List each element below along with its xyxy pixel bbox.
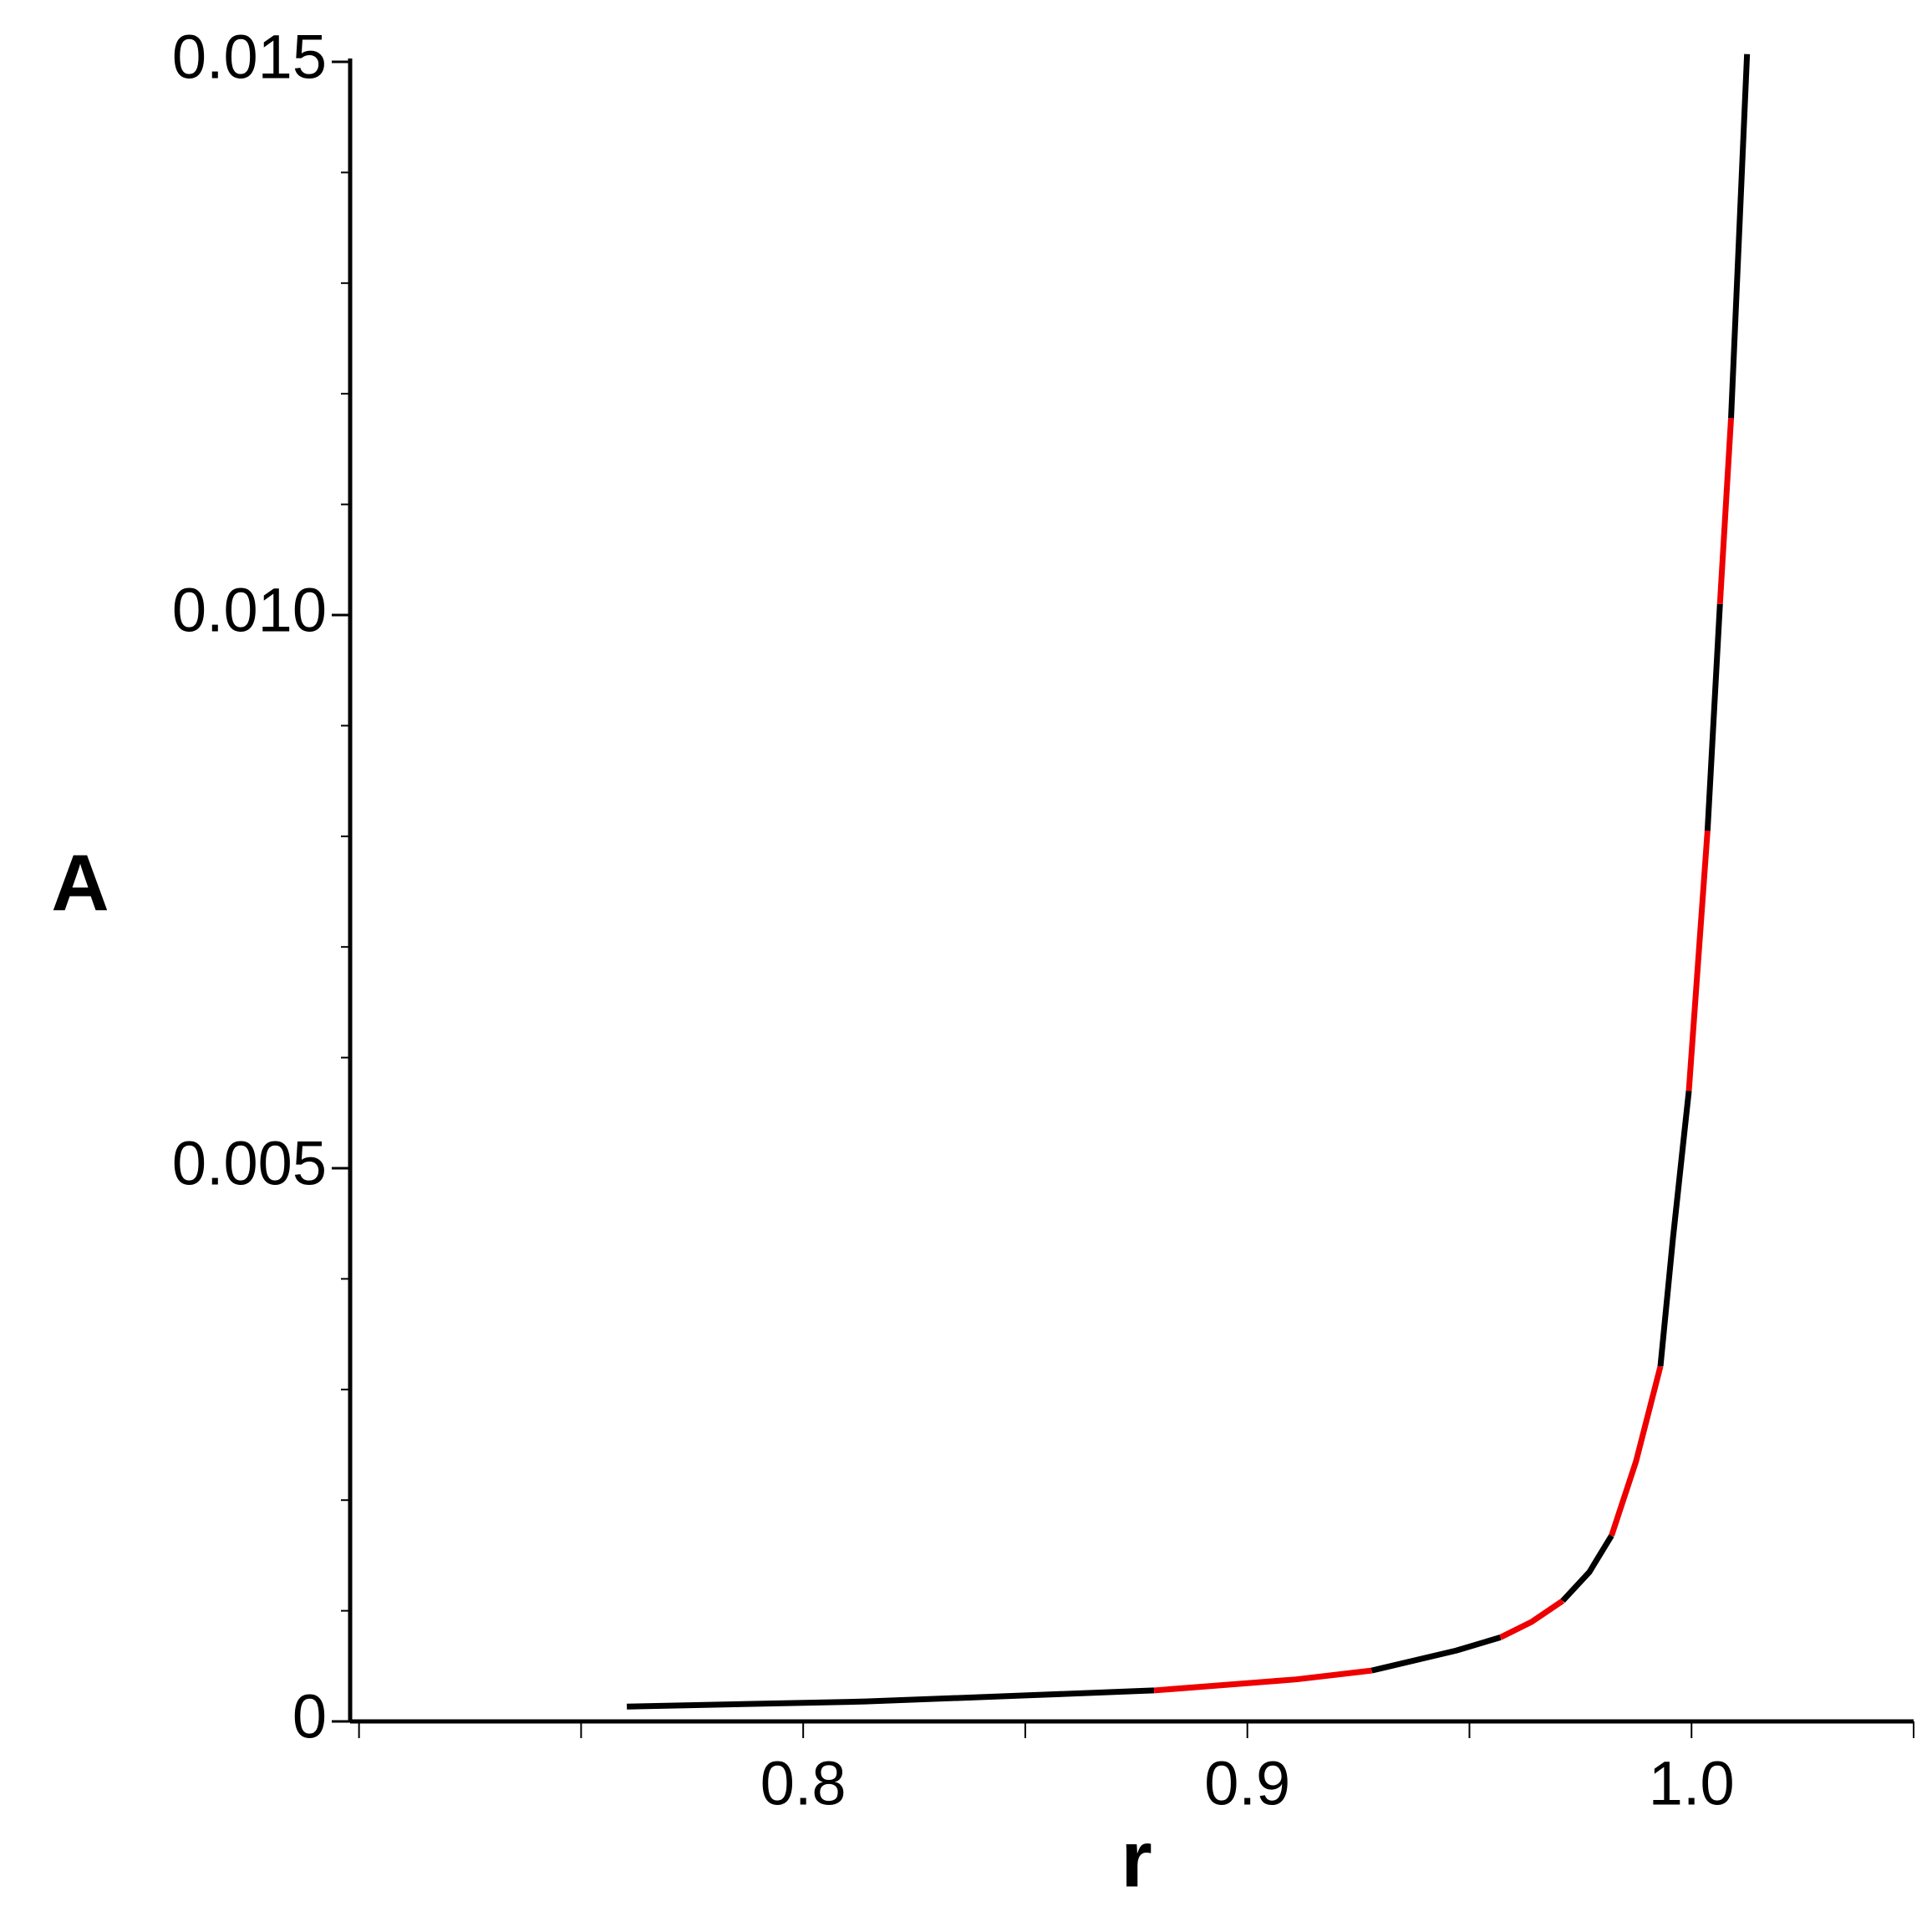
curve-segment <box>1560 1533 1614 1604</box>
y-tick-label: 0.005 <box>172 1129 327 1198</box>
curve-segment <box>1716 418 1735 604</box>
y-tick-label: 0 <box>292 1682 327 1752</box>
x-tick-label: 0.8 <box>760 1749 847 1818</box>
curve-segment <box>1499 1598 1565 1640</box>
curve-segment <box>1657 1090 1692 1367</box>
curve-segment <box>1685 830 1711 1091</box>
x-tick-label: 1.0 <box>1649 1749 1735 1818</box>
curve-segment <box>1370 1635 1502 1674</box>
curve-segment <box>1704 603 1723 831</box>
curve-segment <box>1609 1365 1664 1537</box>
curve-segment <box>627 1687 1155 1710</box>
y-tick-label: 0.015 <box>172 23 327 92</box>
y-tick-label: 0.010 <box>172 576 327 645</box>
curve-segment <box>1153 1667 1372 1694</box>
x-axis-label: r <box>1121 1814 1152 1904</box>
y-axis-label: A <box>51 838 109 928</box>
x-tick-label: 0.9 <box>1204 1749 1290 1818</box>
curve-segment <box>1728 53 1751 419</box>
